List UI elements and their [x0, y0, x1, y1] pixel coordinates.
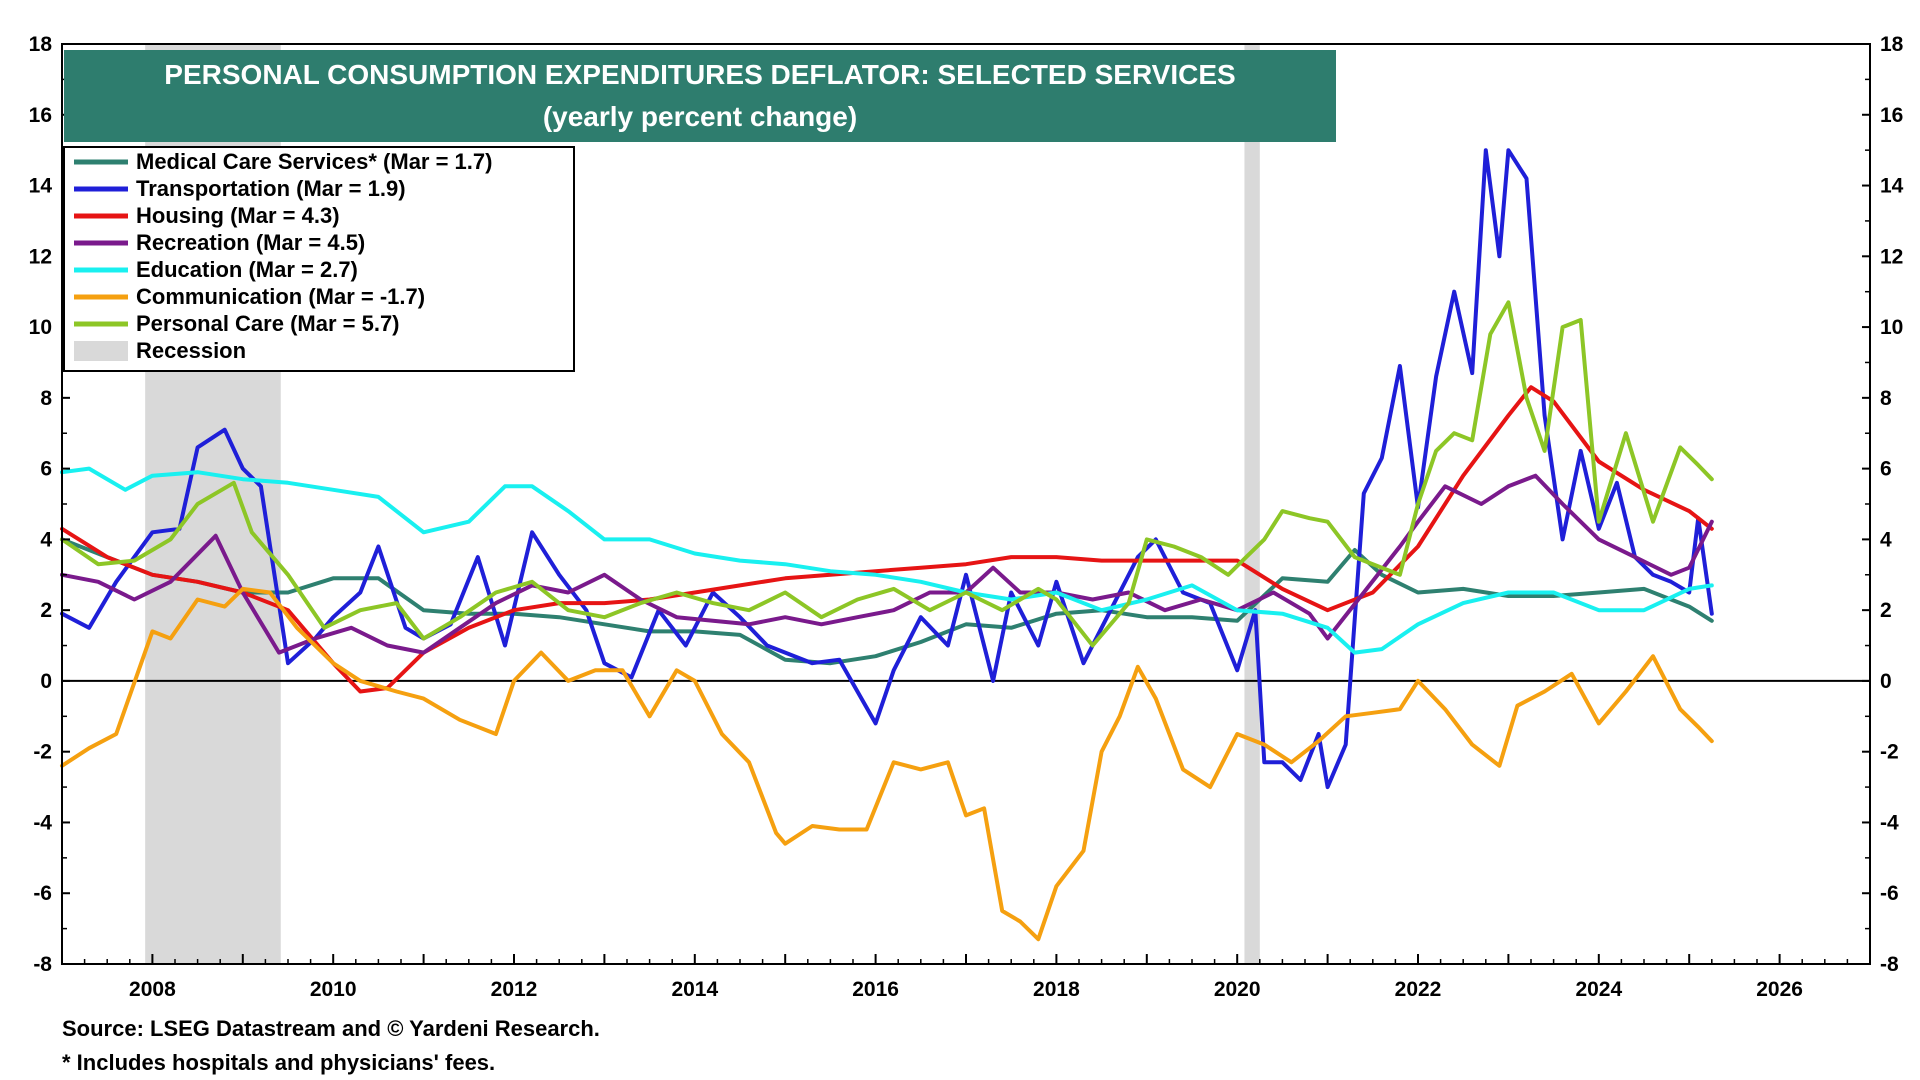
y-tick-label-left: 4: [40, 528, 52, 551]
x-tick-label: 2010: [310, 978, 357, 1001]
x-tick-label: 2014: [671, 978, 718, 1001]
legend-label-2: Transportation (Mar = 1.9): [136, 176, 406, 201]
chart-title: PERSONAL CONSUMPTION EXPENDITURES DEFLAT…: [164, 59, 1235, 90]
series-line-1: [60, 537, 1714, 666]
y-tick-label-left: 0: [40, 670, 52, 693]
y-tick-label-left: 2: [40, 599, 52, 622]
legend-label-5: Education (Mar = 2.7): [136, 257, 358, 282]
y-tick-label-right: 8: [1880, 387, 1892, 410]
series-line-7: [60, 300, 1714, 648]
chart-subtitle: (yearly percent change): [543, 101, 857, 132]
series-line-3: [60, 385, 1714, 694]
legend-box: [63, 146, 575, 372]
y-tick-label-left: -4: [33, 811, 52, 834]
y-tick-label-left: 16: [29, 104, 52, 127]
y-tick-label-right: -2: [1880, 741, 1899, 764]
series-line-4: [60, 473, 1714, 655]
legend-label-6: Communication (Mar = -1.7): [136, 284, 425, 309]
y-tick-label-left: 12: [29, 245, 52, 268]
y-tick-label-right: -6: [1880, 882, 1899, 905]
y-tick-label-left: -8: [33, 953, 52, 976]
x-tick-label: 2008: [129, 978, 176, 1001]
legend-label-7: Personal Care (Mar = 5.7): [136, 311, 400, 336]
y-tick-label-left: -6: [33, 882, 52, 905]
legend: Medical Care Services* (Mar = 1.7)Transp…: [74, 149, 492, 363]
axis-layer: -8 -8 -6 -6 -4 -4 -2 -2 0 0 2 2 4 4 6 6 8 8 10 10 12 12 14 14 16…: [29, 33, 1904, 1001]
y-tick-label-right: 16: [1880, 104, 1903, 127]
x-tick-label: 2016: [852, 978, 899, 1001]
y-tick-label-right: -4: [1880, 811, 1899, 834]
y-tick-label-left: 6: [40, 458, 52, 481]
x-tick-label: 2022: [1395, 978, 1442, 1001]
y-tick-label-right: -8: [1880, 953, 1899, 976]
footnote: * Includes hospitals and physicians' fee…: [62, 1050, 496, 1075]
y-tick-label-right: 0: [1880, 670, 1892, 693]
x-tick-label: 2020: [1214, 978, 1261, 1001]
x-tick-label: 2026: [1756, 978, 1803, 1001]
x-tick-label: 2024: [1575, 978, 1622, 1001]
y-tick-label-left: 8: [40, 387, 52, 410]
y-tick-label-right: 14: [1880, 175, 1904, 198]
y-tick-label-right: 10: [1880, 316, 1903, 339]
legend-label-1: Medical Care Services* (Mar = 1.7): [136, 149, 492, 174]
title-banner: [64, 50, 1336, 142]
legend-label-3: Housing (Mar = 4.3): [136, 203, 340, 228]
series-layer: [60, 148, 1714, 942]
y-tick-label-left: 18: [29, 33, 53, 56]
y-tick-label-left: -2: [33, 741, 52, 764]
legend-label-4: Recreation (Mar = 4.5): [136, 230, 365, 255]
recession-band-2: [1244, 44, 1260, 964]
y-tick-label-right: 4: [1880, 528, 1892, 551]
y-tick-label-left: 14: [29, 175, 53, 198]
legend-swatch-recession: [74, 341, 128, 361]
series-line-2: [60, 148, 1714, 790]
series-line-5: [60, 466, 1714, 655]
y-tick-label-right: 2: [1880, 599, 1892, 622]
series-line-6: [60, 586, 1714, 942]
y-tick-label-right: 18: [1880, 33, 1904, 56]
y-tick-label-right: 12: [1880, 245, 1903, 268]
x-tick-label: 2018: [1033, 978, 1080, 1001]
source-note: Source: LSEG Datastream and © Yardeni Re…: [62, 1016, 600, 1041]
y-tick-label-left: 10: [29, 316, 52, 339]
x-tick-label: 2012: [491, 978, 538, 1001]
legend-label-recession: Recession: [136, 338, 246, 363]
y-tick-label-right: 6: [1880, 458, 1892, 481]
